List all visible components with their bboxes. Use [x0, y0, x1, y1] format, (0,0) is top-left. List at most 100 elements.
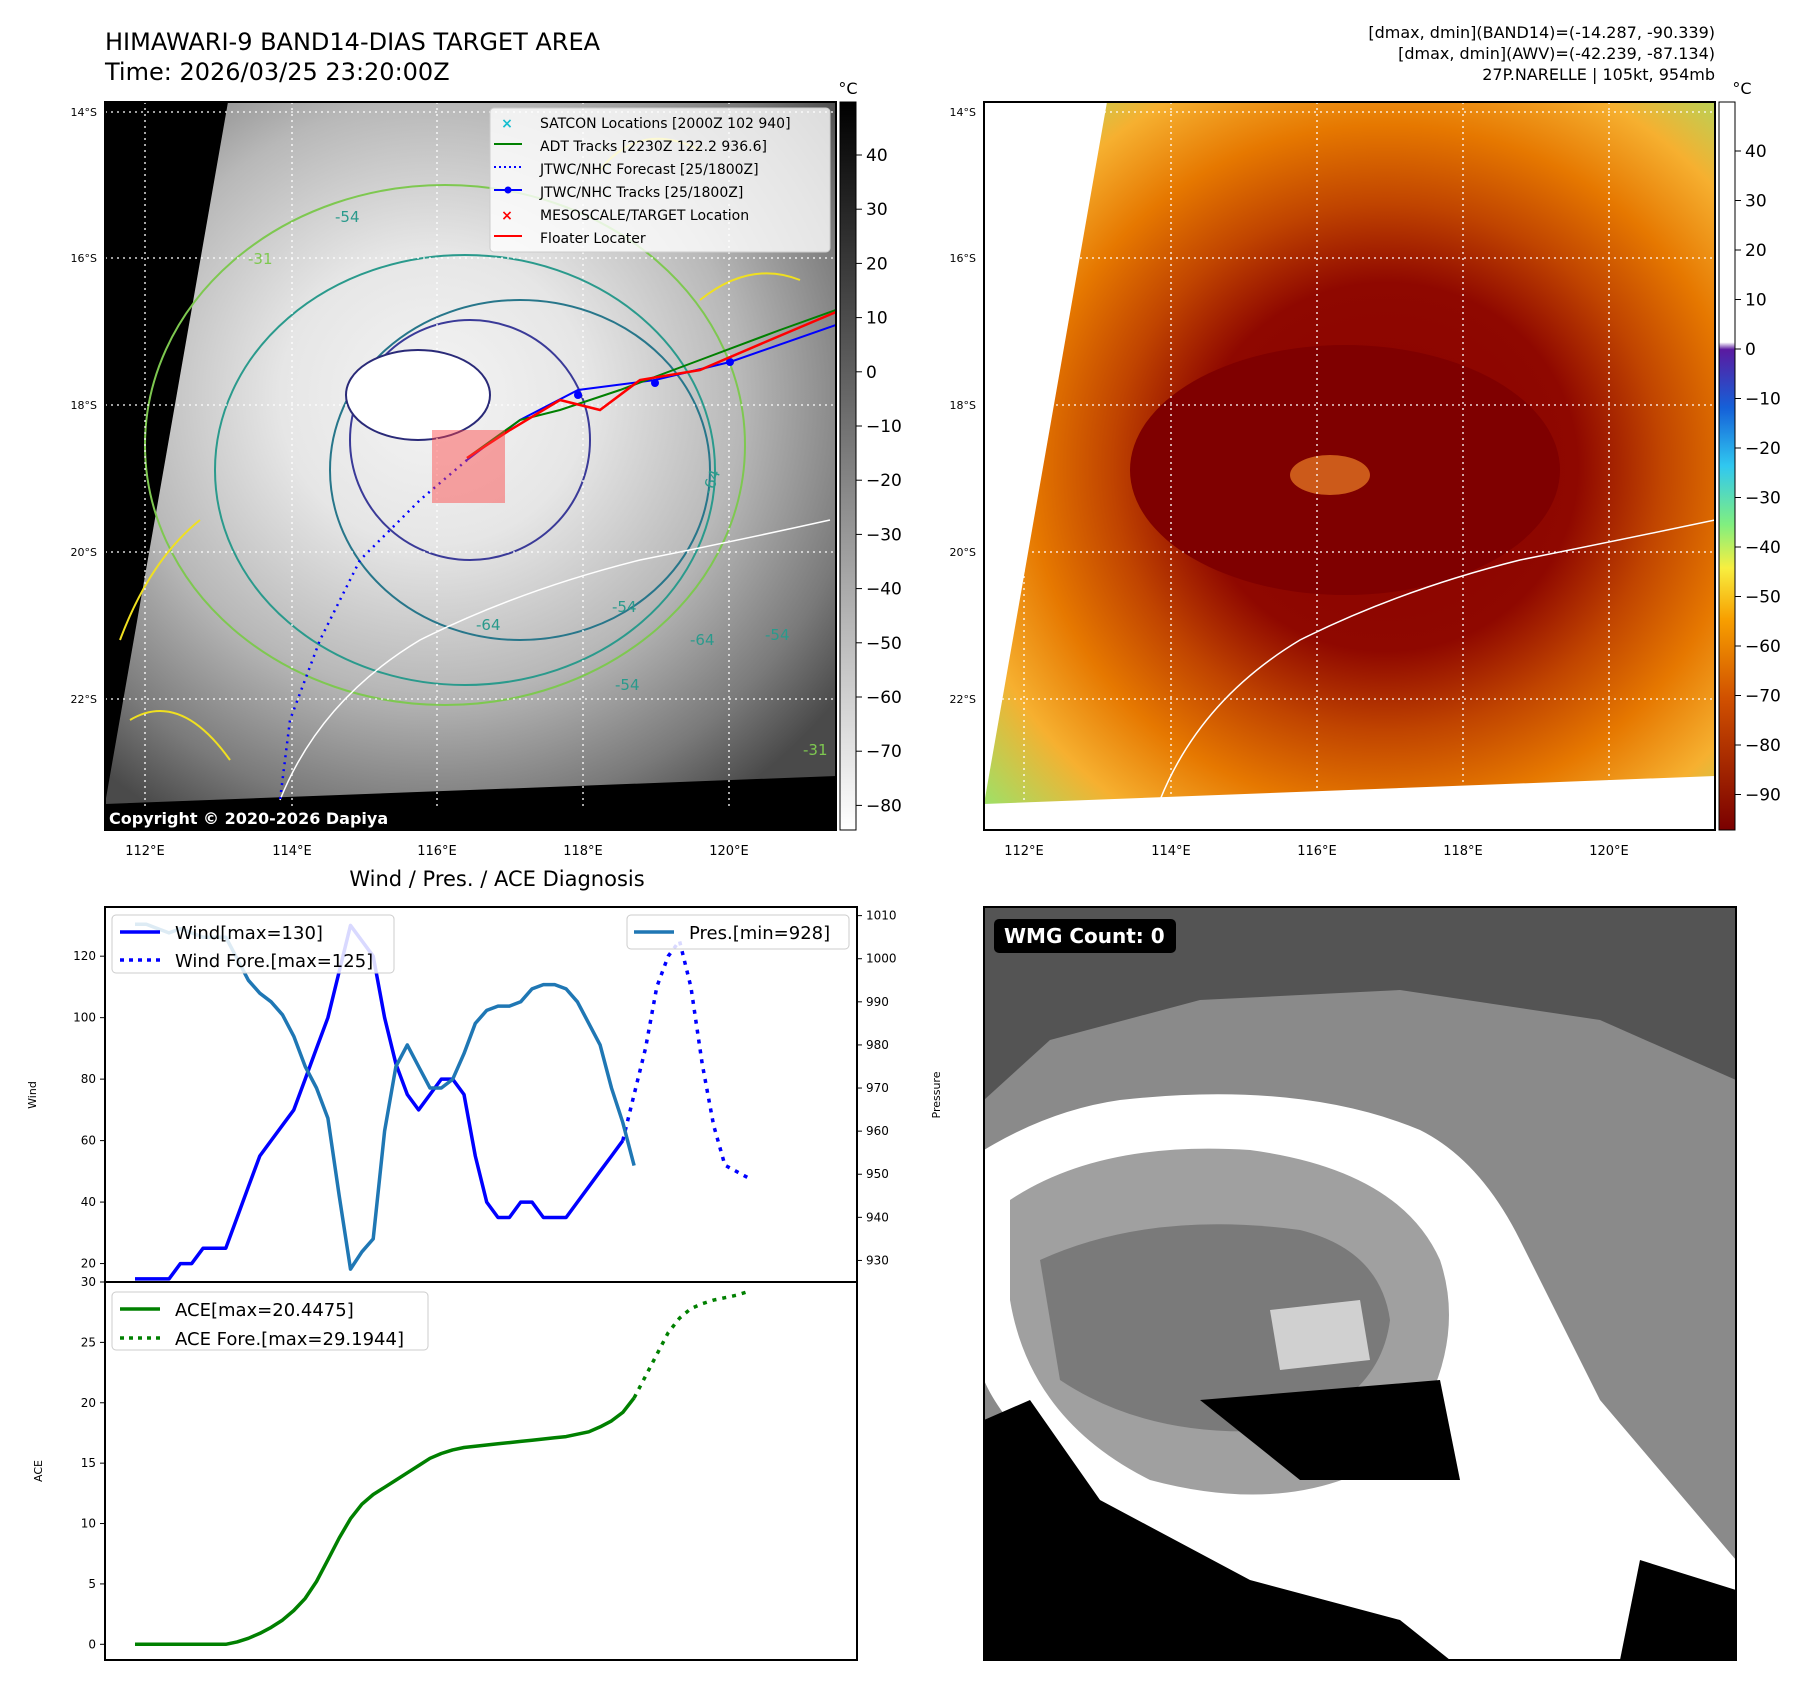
legend-label: ACE[max=20.4475] [175, 1300, 354, 1321]
pressure-ticks: 930 940 950 960 970 980 990 1000 1010 [857, 909, 897, 1267]
band14-range: [dmax, dmin](BAND14)=(-14.287, -90.339) [1368, 23, 1715, 42]
ir-colorbar-unit: °C [838, 79, 857, 98]
ace-ticks: 0 5 10 15 20 25 30 [81, 1275, 105, 1651]
legend-box [626, 914, 850, 950]
contour-label: -54 [615, 676, 640, 694]
adt-track [466, 309, 836, 459]
lon-tick-label: 120°E [1589, 844, 1629, 859]
storm-info: 27P.NARELLE | 105kt, 954mb [1482, 65, 1715, 84]
coastline [279, 519, 831, 801]
colorbar-tick-label: 20 [1745, 241, 1767, 261]
y-tick-label: 30 [81, 1275, 96, 1289]
wmg-region-inner [1040, 1224, 1390, 1432]
contour-label: -64 [476, 616, 501, 634]
awv-colorbar [1718, 101, 1736, 831]
contour-mid [214, 254, 716, 686]
jtwc-track-points [574, 358, 734, 399]
colorbar-tick-label: −10 [1745, 390, 1781, 410]
ir-lat-ticks: 14°S 16°S 18°S 20°S 22°S [71, 106, 97, 706]
lon-tick-label: 114°E [272, 844, 312, 859]
colorbar-tick-label: 30 [866, 200, 888, 220]
colorbar-tick-label: −60 [1745, 637, 1781, 657]
contour-label: -54 [612, 598, 637, 616]
lon-tick-label: 114°E [1151, 844, 1191, 859]
coastline [1159, 519, 1715, 801]
floater-locater-track [466, 310, 836, 460]
colorbar-tick-label: −50 [1745, 588, 1781, 608]
colorbar-tick-label: 0 [866, 363, 877, 383]
wmg-region-black-2 [1200, 1380, 1460, 1480]
legend-box [111, 914, 395, 974]
ace-axis-label: ACE [32, 1460, 45, 1482]
colorbar-tick-label: 10 [866, 309, 888, 329]
lat-tick-label: 18°S [950, 399, 976, 412]
colorbar-tick-label: −20 [866, 471, 902, 491]
legend-label: JTWC/NHC Tracks [25/1800Z] [539, 185, 743, 201]
wmg-count-badge [994, 919, 1176, 953]
y2-tick-label: 1000 [866, 952, 897, 966]
colorbar-tick-label: −30 [866, 525, 902, 545]
colorbar-tick-label: −90 [1745, 786, 1781, 806]
legend-label: Pres.[min=928] [689, 923, 830, 944]
ir-satellite-image [105, 102, 836, 804]
colorbar-tick-label: −50 [866, 634, 902, 654]
legend-label: ADT Tracks [2230Z 122.2 936.6] [540, 139, 767, 155]
colorbar-tick-label: −10 [866, 417, 902, 437]
colorbar-tick-label: 10 [1745, 291, 1767, 311]
lon-tick-label: 120°E [709, 844, 749, 859]
copyright-band [105, 806, 836, 830]
y-tick-label: 0 [88, 1637, 96, 1651]
copyright-text: Copyright © 2020-2026 Dapiya [109, 809, 388, 828]
lat-tick-label: 22°S [950, 693, 976, 706]
colorbar-tick-label: 40 [1745, 142, 1767, 162]
y-tick-label: 40 [81, 1195, 96, 1209]
pressure-axis-label: Pressure [930, 1071, 943, 1118]
y2-tick-label: 940 [866, 1210, 889, 1224]
colorbar-tick-label: 20 [866, 254, 888, 274]
wind-legend: Wind[max=130] Wind Fore.[max=125] [111, 914, 395, 974]
pressure-legend: Pres.[min=928] [626, 914, 850, 950]
legend-floater: Floater Locater [494, 231, 646, 247]
contour-label: -54 [765, 626, 790, 644]
y2-tick-label: 950 [866, 1167, 889, 1181]
wind-line [135, 923, 625, 1281]
y2-tick-label: 970 [866, 1081, 889, 1095]
lat-tick-label: 14°S [950, 106, 976, 119]
contour-label: -64 [690, 631, 715, 649]
lat-tick-label: 16°S [71, 252, 97, 265]
legend-label: JTWC/NHC Forecast [25/1800Z] [539, 162, 759, 178]
legend-mesoscale: × MESOSCALE/TARGET Location [501, 208, 749, 224]
legend-forecast: JTWC/NHC Forecast [25/1800Z] [494, 162, 759, 178]
ir-map-panel: -54 -54 -64 -64 -54 -54 -31 -31 -64 Copy… [71, 79, 902, 859]
awv-eye-feature [1290, 455, 1370, 495]
awv-map-panel: °C 403020100−10−20−30−40−50−60−70−80−90 … [950, 79, 1781, 859]
awv-map-frame [983, 101, 1716, 831]
wind-axis-label: Wind [26, 1081, 39, 1109]
gridlines [105, 102, 836, 830]
y-tick-label: 25 [81, 1335, 96, 1349]
mesoscale-target-box [432, 430, 505, 503]
lat-tick-label: 16°S [950, 252, 976, 265]
wmg-frame [983, 906, 1737, 1661]
contour-label: -54 [335, 208, 360, 226]
wmg-region-eye [1270, 1300, 1370, 1370]
wind-forecast-line [621, 939, 749, 1180]
y-tick-label: 20 [81, 1257, 96, 1271]
gridlines [984, 102, 1715, 830]
ir-colorbar-ticks: 40 30 20 10 0 −10 −20 −30 −40 −50 −60 −70 −80 [856, 146, 902, 816]
y-tick-label: 120 [73, 949, 96, 963]
colorbar-tick-label: 0 [1745, 340, 1756, 360]
y-tick-label: 20 [81, 1396, 96, 1410]
legend-label: Wind Fore.[max=125] [175, 951, 373, 972]
colorbar-tick-label: −60 [866, 688, 902, 708]
figure-title: HIMAWARI-9 BAND14-DIAS TARGET AREA [105, 28, 601, 56]
legend-box [489, 107, 831, 253]
contour-core [349, 319, 591, 561]
colorbar-tick-label: 30 [1745, 192, 1767, 212]
colorbar-tick-label: −40 [866, 580, 902, 600]
legend-label: MESOSCALE/TARGET Location [540, 208, 749, 224]
y-tick-label: 60 [81, 1134, 96, 1148]
ace-line [135, 1396, 636, 1647]
colorbar-tick-label: 40 [866, 146, 888, 166]
colorbar-tick-label: −70 [866, 742, 902, 762]
